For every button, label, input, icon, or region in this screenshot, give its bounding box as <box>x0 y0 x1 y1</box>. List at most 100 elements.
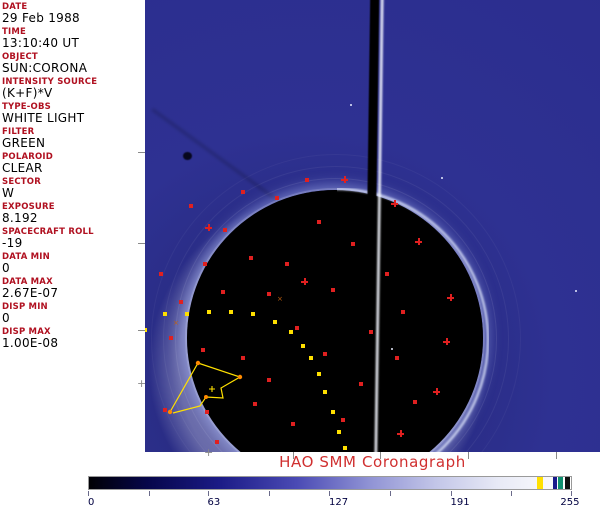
overlay-marker <box>267 378 271 382</box>
metadata-field-data-min: DATA MIN 0 <box>2 252 145 275</box>
color-bar-label: 191 <box>450 497 470 508</box>
metadata-field-object: OBJECT SUN:CORONA <box>2 52 145 75</box>
overlay-marker <box>359 382 363 386</box>
metadata-field-time: TIME 13:10:40 UT <box>2 27 145 50</box>
color-bar-tick <box>88 491 89 496</box>
overlay-marker <box>413 400 417 404</box>
limb-cross-marker <box>397 430 404 437</box>
instrument-title: HAO SMM Coronagraph <box>279 453 466 471</box>
field-label: TYPE-OBS <box>2 102 51 112</box>
field-value: 29 Feb 1988 <box>2 11 80 25</box>
field-label: POLAROID <box>2 152 54 162</box>
overlay-x-marker: × <box>277 295 283 303</box>
overlay-marker <box>185 312 189 316</box>
field-label: FILTER <box>2 127 35 137</box>
field-value: SUN:CORONA <box>2 61 88 75</box>
field-label: SPACECRAFT ROLL <box>2 227 94 237</box>
color-bar-label: 63 <box>207 497 221 508</box>
field-label: TIME <box>2 27 27 37</box>
color-bar <box>88 476 572 490</box>
overlay-marker <box>343 446 347 450</box>
overlay-marker <box>201 348 205 352</box>
overlay-marker <box>275 196 279 200</box>
field-value: 0 <box>2 311 10 325</box>
metadata-field-disp-max: DISP MAX 1.00E-08 <box>2 327 145 350</box>
field-label: EXPOSURE <box>2 202 55 212</box>
overlay-marker <box>169 336 173 340</box>
overlay-marker <box>295 326 299 330</box>
metadata-field-data-max: DATA MAX 2.67E-07 <box>2 277 145 300</box>
field-label: DATA MAX <box>2 277 53 287</box>
overlay-marker <box>163 312 167 316</box>
overlay-marker <box>323 352 327 356</box>
color-bar-tick <box>207 491 209 496</box>
limb-cross-marker <box>415 238 422 245</box>
field-value: CLEAR <box>2 161 43 175</box>
field-value: WHITE LIGHT <box>2 111 85 125</box>
overlay-marker <box>223 228 227 232</box>
overlay-marker <box>241 190 245 194</box>
overlay-marker <box>385 272 389 276</box>
bright-point <box>575 290 577 292</box>
axis-tick <box>380 452 381 459</box>
axis-tick <box>138 152 145 153</box>
axis-center-crosshair: + <box>204 446 214 459</box>
metadata-sidebar: DATE 29 Feb 1988 TIME 13:10:40 UT OBJECT… <box>0 0 145 452</box>
field-label: OBJECT <box>2 52 38 62</box>
color-bar-gradient <box>89 477 571 489</box>
bright-point <box>441 177 443 179</box>
overlay-marker <box>179 300 183 304</box>
color-bar-tick-minor <box>148 491 150 496</box>
color-bar-tick-minor <box>511 491 513 496</box>
metadata-field-filter: FILTER GREEN <box>2 127 145 150</box>
metadata-field-type-obs: TYPE-OBS WHITE LIGHT <box>2 102 145 125</box>
overlay-marker <box>301 344 305 348</box>
color-bar-labels: 0 63 127 191 255 <box>88 497 579 511</box>
color-bar-tick-minor <box>268 491 270 496</box>
color-bar-tick-minor <box>390 491 392 496</box>
color-bar-tick <box>329 491 331 496</box>
limb-cross-marker <box>433 388 440 395</box>
field-value: W <box>2 186 15 200</box>
field-value: 13:10:40 UT <box>2 36 80 50</box>
overlay-marker <box>305 178 309 182</box>
color-band-navy <box>552 477 557 489</box>
limb-cross-marker <box>443 338 450 345</box>
overlay-marker <box>291 422 295 426</box>
color-bar-tick <box>450 491 452 496</box>
dark-blob-artifact <box>183 152 192 160</box>
overlay-marker <box>215 440 219 444</box>
metadata-field-spacecraft-roll: SPACECRAFT ROLL -19 <box>2 227 145 250</box>
overlay-marker <box>241 356 245 360</box>
color-band-yellow <box>537 477 543 489</box>
field-value: GREEN <box>2 136 46 150</box>
overlay-marker <box>221 290 225 294</box>
axis-tick <box>138 243 145 244</box>
coronagraph-image: × × <box>145 0 600 452</box>
limb-cross-marker <box>447 294 454 301</box>
field-value: 8.192 <box>2 211 38 225</box>
color-band-teal <box>558 477 563 489</box>
metadata-field-exposure: EXPOSURE 8.192 <box>2 202 145 225</box>
color-bar-label: 0 <box>88 497 95 508</box>
overlay-marker <box>341 418 345 422</box>
metadata-field-sector: SECTOR W <box>2 177 145 200</box>
overlay-marker <box>145 328 147 332</box>
metadata-field-date: DATE 29 Feb 1988 <box>2 2 145 25</box>
overlay-marker <box>317 220 321 224</box>
field-value: 1.00E-08 <box>2 336 59 350</box>
color-bar-label: 127 <box>329 497 349 508</box>
overlay-marker <box>395 356 399 360</box>
overlay-marker <box>331 410 335 414</box>
overlay-marker <box>267 292 271 296</box>
overlay-marker <box>369 330 373 334</box>
limb-cross-marker <box>391 200 398 207</box>
bright-point <box>350 104 352 106</box>
overlay-marker <box>207 310 211 314</box>
overlay-marker <box>337 430 341 434</box>
field-label: DISP MAX <box>2 327 51 337</box>
overlay-marker <box>229 310 233 314</box>
axis-tick <box>468 452 469 459</box>
overlay-marker <box>285 262 289 266</box>
